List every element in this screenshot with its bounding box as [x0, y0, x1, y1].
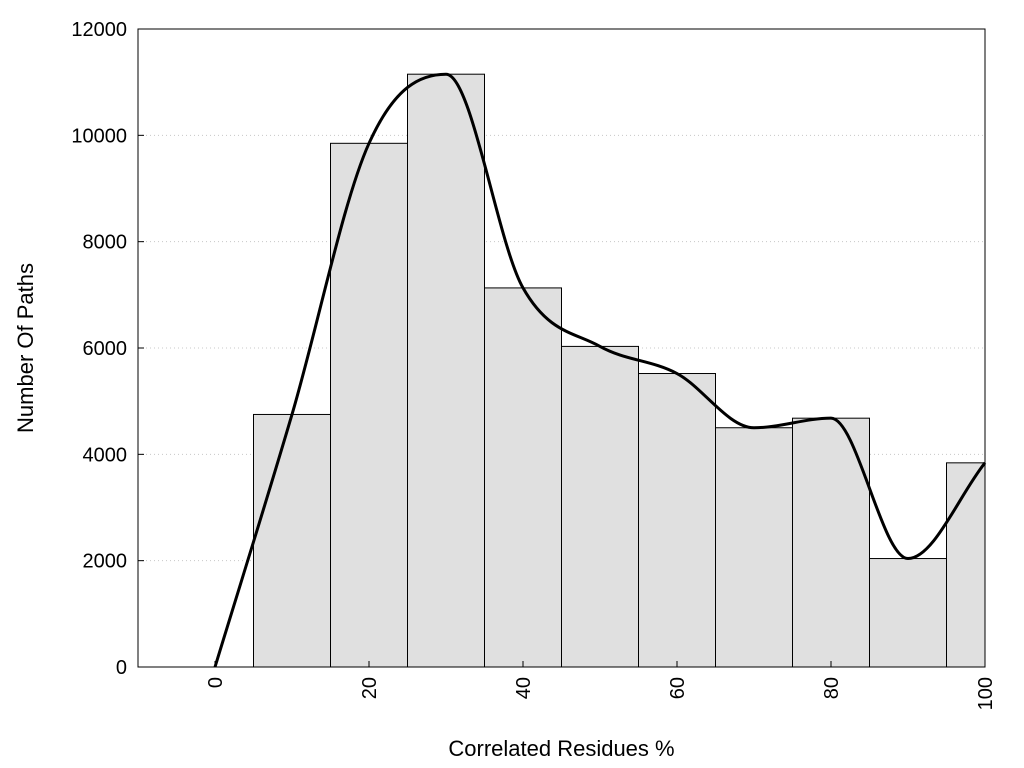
- y-tick-label-6: 12000: [71, 19, 127, 41]
- bar-3: [484, 287, 562, 668]
- bar-8: [869, 558, 947, 668]
- y-tick-label-0: 0: [116, 657, 127, 679]
- bar-1: [330, 142, 408, 668]
- curve: [213, 72, 987, 668]
- y-axis-title: Number Of Paths: [13, 263, 38, 433]
- density-curve-line: [213, 72, 987, 668]
- bar-4: [561, 345, 639, 668]
- x-axis-title: Correlated Residues %: [448, 736, 674, 761]
- x-tick-label-3: 60: [667, 677, 689, 699]
- y-tick-label-3: 6000: [83, 338, 128, 360]
- bars: [253, 73, 986, 668]
- bar-6: [715, 427, 793, 668]
- y-tick-label-4: 8000: [83, 232, 128, 254]
- x-axis-ticks: 0 20 40 60 80 100: [205, 661, 997, 710]
- x-tick-label-2: 40: [513, 677, 535, 699]
- x-tick-label-1: 20: [359, 677, 381, 699]
- bar-5: [638, 373, 716, 668]
- x-tick-label-4: 80: [821, 677, 843, 699]
- x-tick-label-0: 0: [205, 677, 227, 688]
- y-tick-label-5: 10000: [71, 125, 127, 147]
- bar-0: [253, 413, 331, 668]
- bar-2: [407, 73, 485, 668]
- y-tick-label-2: 4000: [83, 444, 128, 466]
- y-axis-ticks: 0 2000 4000 6000 8000 10000 12000: [71, 19, 144, 679]
- y-tick-label-1: 2000: [83, 551, 128, 573]
- bar-7: [792, 417, 870, 668]
- x-tick-label-5: 100: [975, 677, 997, 710]
- bar-9: [946, 462, 986, 668]
